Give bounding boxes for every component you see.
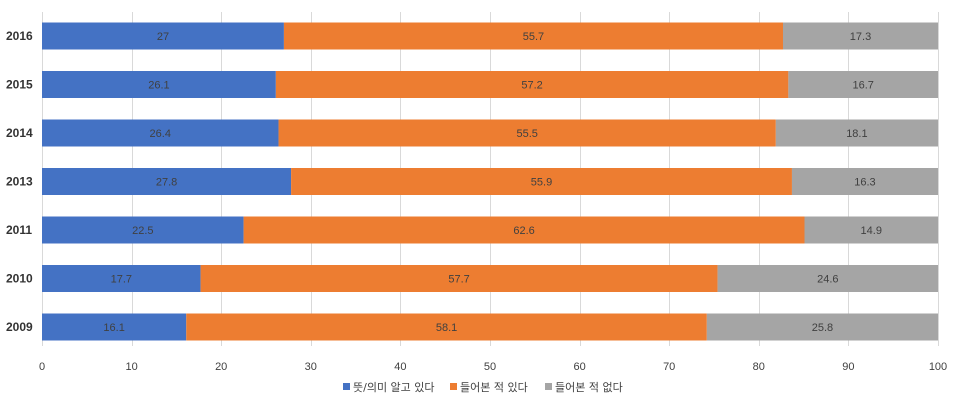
legend-label: 뜻/의미 알고 있다 <box>353 380 435 394</box>
data-label: 22.5 <box>132 225 153 237</box>
bar-segment <box>42 71 276 98</box>
category-label: 2013 <box>6 175 33 189</box>
data-label: 18.1 <box>846 128 867 140</box>
legend-swatch <box>343 383 350 390</box>
data-label: 62.6 <box>513 225 534 237</box>
category-label: 2011 <box>6 223 32 237</box>
data-label: 55.9 <box>531 177 552 189</box>
category-label: 2009 <box>6 320 33 334</box>
data-label: 17.7 <box>111 274 132 286</box>
data-label: 16.7 <box>852 80 873 92</box>
bar-segment <box>804 216 938 244</box>
data-label: 55.5 <box>516 128 537 140</box>
bar-segment <box>782 22 938 50</box>
data-label: 57.7 <box>448 274 469 286</box>
bar-segment <box>42 216 244 244</box>
bar-segment <box>291 168 792 195</box>
bar-segment <box>200 265 718 292</box>
x-tick-label: 70 <box>663 361 675 373</box>
bar-segment <box>791 168 938 195</box>
data-label: 58.1 <box>436 322 457 334</box>
bar-segment <box>42 168 292 195</box>
data-label: 57.2 <box>521 80 542 92</box>
category-label: 2014 <box>6 126 33 140</box>
x-tick-label: 30 <box>305 361 317 373</box>
data-label: 25.8 <box>812 322 833 334</box>
category-labels: 2016 2015 2014 2013 2011 2010 2009 <box>6 29 33 334</box>
bar-segment <box>42 119 279 147</box>
x-tick-label: 40 <box>394 361 406 373</box>
category-label: 2016 <box>6 29 33 43</box>
bar-segment <box>42 265 201 292</box>
bar-segment <box>717 265 938 292</box>
data-label: 24.6 <box>817 274 838 286</box>
bar-segment <box>775 119 938 147</box>
bar-segment <box>706 313 938 341</box>
data-label: 14.9 <box>861 225 882 237</box>
legend-swatch <box>450 383 457 390</box>
bar-segment <box>42 313 187 341</box>
x-tick-label: 10 <box>125 361 137 373</box>
x-tick-label: 90 <box>842 361 854 373</box>
x-tick-label: 80 <box>753 361 765 373</box>
legend-swatch <box>545 383 552 390</box>
bar-segment <box>283 22 783 50</box>
bar-segment <box>278 119 776 147</box>
data-label: 27 <box>157 31 169 43</box>
x-tick-label: 20 <box>215 361 227 373</box>
bar-segment <box>42 22 284 50</box>
data-label: 26.4 <box>150 128 171 140</box>
legend-label: 들어본 적 있다 <box>460 381 528 394</box>
legend: 뜻/의미 알고 있다 들어본 적 있다 들어본 적 없다 <box>343 380 623 394</box>
x-tick-label: 50 <box>484 361 496 373</box>
data-label: 55.7 <box>523 31 544 43</box>
bars: 27 55.7 17.3 26.1 57.2 16.7 26.4 55.5 18.1 27.8 55… <box>42 22 938 341</box>
x-tick-label: 60 <box>573 361 585 373</box>
data-label: 16.3 <box>854 177 875 189</box>
category-label: 2015 <box>6 78 33 92</box>
data-label: 16.1 <box>103 322 124 334</box>
x-tick-label: 100 <box>929 361 947 373</box>
x-tick-label: 0 <box>39 361 45 373</box>
bar-segment <box>243 216 805 244</box>
bar-segment <box>275 71 789 98</box>
legend-label: 들어본 적 없다 <box>555 381 623 394</box>
bar-segment <box>788 71 938 98</box>
data-label: 26.1 <box>148 80 169 92</box>
x-axis-tick-labels: 0 10 20 30 40 50 60 70 80 90 100 <box>39 361 947 373</box>
category-label: 2010 <box>6 272 33 286</box>
data-label: 27.8 <box>156 177 177 189</box>
bar-segment <box>186 313 707 341</box>
data-label: 17.3 <box>850 31 871 43</box>
